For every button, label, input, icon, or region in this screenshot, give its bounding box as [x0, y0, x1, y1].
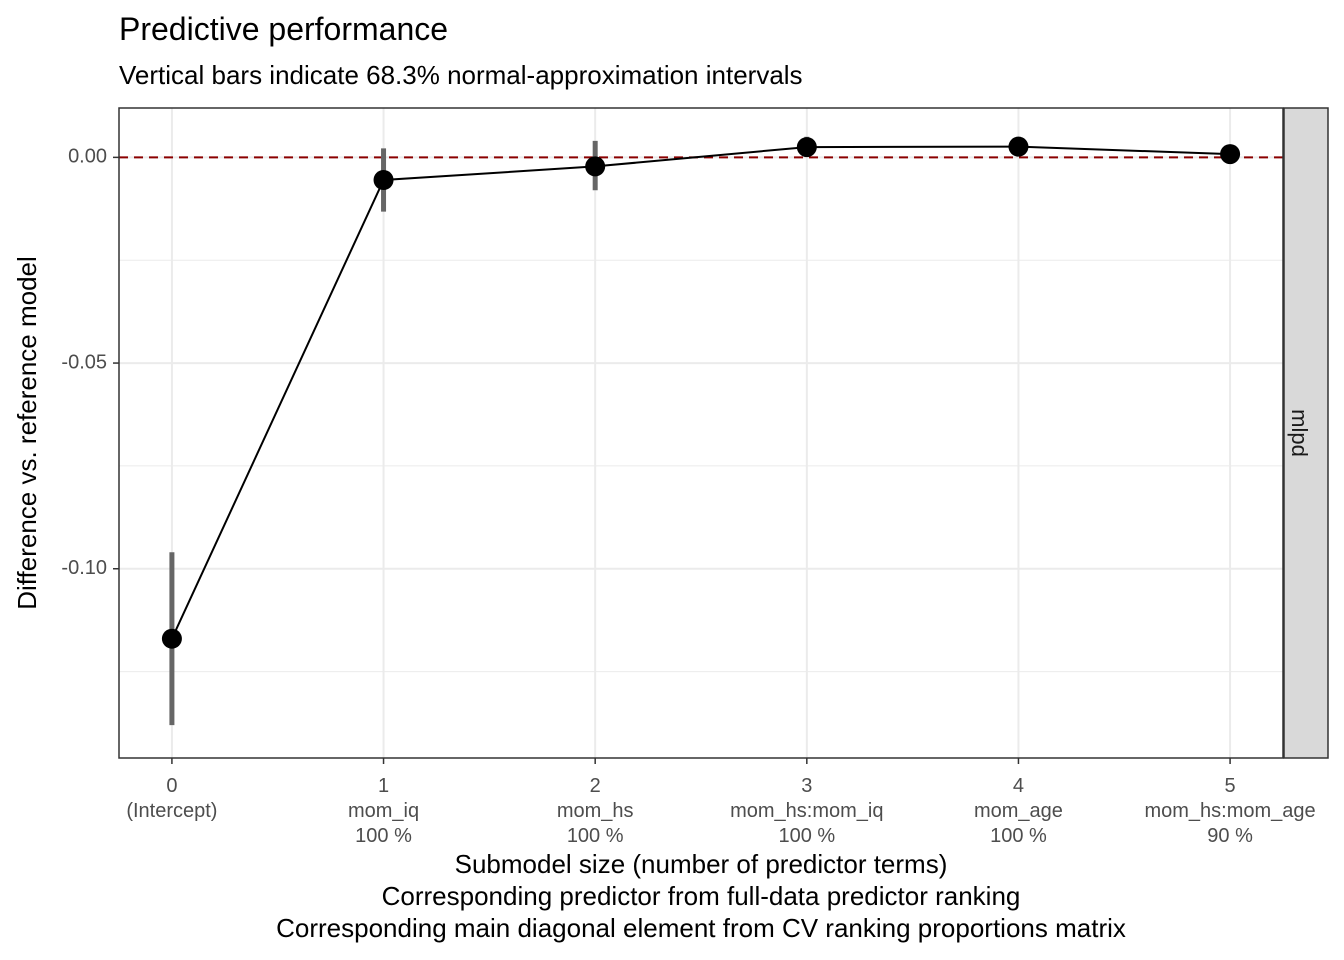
x-tick-label: 100 %	[567, 825, 624, 847]
x-tick-label: 90 %	[1207, 825, 1253, 847]
x-tick-label: mom_hs	[557, 800, 634, 822]
y-tick-label: -0.10	[61, 557, 107, 579]
x-tick-label: 100 %	[778, 825, 835, 847]
x-tick-label: 100 %	[355, 825, 412, 847]
data-point	[585, 156, 606, 177]
x-tick-label: mom_age	[974, 800, 1063, 822]
data-point	[1220, 144, 1241, 165]
y-tick-label: 0.00	[68, 146, 107, 168]
y-axis: 0.00 -0.05 -0.10	[61, 146, 119, 579]
y-axis-title: Difference vs. reference model	[12, 256, 42, 610]
facet-label: mlpd	[1287, 409, 1312, 457]
data-points	[161, 136, 1241, 649]
data-point	[373, 169, 394, 190]
x-tick-label: 5	[1225, 775, 1236, 797]
x-tick-label: 100 %	[990, 825, 1047, 847]
x-tick-label: mom_iq	[348, 800, 419, 822]
x-tick-label: 0	[166, 775, 177, 797]
x-tick-label: 1	[378, 775, 389, 797]
data-point	[796, 137, 817, 158]
x-tick-label: 4	[1013, 775, 1024, 797]
x-axis: 0 (Intercept) 1 mom_iq 100 % 2 mom_hs 100 % 3 mom…	[126, 758, 1316, 847]
data-point	[161, 628, 182, 649]
y-tick-label: -0.05	[61, 351, 107, 373]
x-tick-label: 3	[801, 775, 812, 797]
panel-border	[118, 107, 1284, 759]
x-axis-title-line-2: Corresponding predictor from full-data p…	[382, 881, 1021, 911]
x-tick-label: (Intercept)	[126, 800, 217, 822]
data-point	[1008, 136, 1029, 157]
plot-panel	[118, 107, 1284, 759]
facet-strip: mlpd	[1283, 107, 1329, 759]
x-tick-label: mom_hs:mom_iq	[730, 800, 883, 822]
chart-subtitle: Vertical bars indicate 68.3% normal-appr…	[119, 60, 803, 90]
series-line	[171, 145, 1231, 640]
chart-title: Predictive performance	[119, 11, 448, 47]
x-tick-label: mom_hs:mom_age	[1144, 800, 1315, 822]
x-axis-title-line-3: Corresponding main diagonal element from…	[276, 913, 1126, 943]
x-axis-title-line-1: Submodel size (number of predictor terms…	[455, 849, 948, 879]
minor-gridlines	[119, 259, 1283, 673]
x-tick-label: 2	[590, 775, 601, 797]
major-gridlines	[119, 108, 1283, 758]
